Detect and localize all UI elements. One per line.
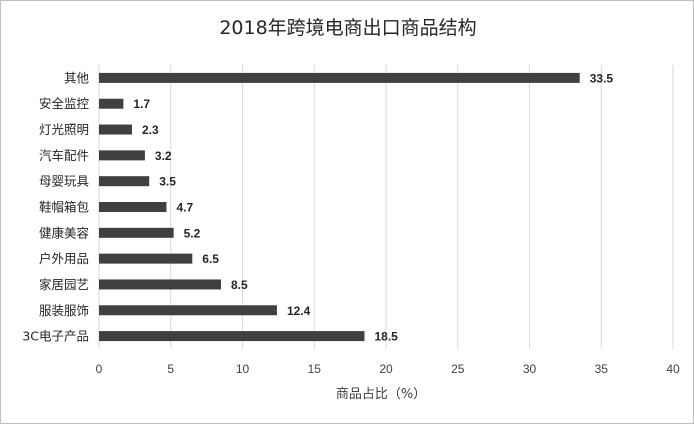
bar bbox=[99, 331, 365, 342]
x-tick-label: 10 bbox=[236, 362, 250, 376]
bar bbox=[99, 279, 221, 290]
category-label: 安全监控 bbox=[39, 96, 90, 111]
bars bbox=[99, 72, 580, 342]
bar bbox=[99, 253, 193, 264]
x-tick-label: 25 bbox=[451, 362, 465, 376]
x-tick-label: 40 bbox=[666, 362, 680, 376]
x-tick-label: 30 bbox=[523, 362, 537, 376]
data-label: 6.5 bbox=[202, 252, 219, 266]
bar bbox=[99, 305, 277, 316]
bar bbox=[99, 176, 150, 187]
category-label: 母婴玩具 bbox=[39, 174, 90, 189]
bar bbox=[99, 98, 124, 109]
data-label: 33.5 bbox=[590, 71, 614, 85]
x-tick-label: 0 bbox=[96, 362, 103, 376]
bar bbox=[99, 227, 174, 238]
x-tick-label: 20 bbox=[379, 362, 393, 376]
x-tick-label: 35 bbox=[595, 362, 609, 376]
x-tick-labels: 0 5 10 15 20 25 30 35 40 bbox=[96, 362, 680, 376]
category-label: 灯光照明 bbox=[39, 122, 89, 137]
data-label: 12.4 bbox=[287, 304, 311, 318]
data-label: 3.5 bbox=[159, 175, 176, 189]
data-label: 5.2 bbox=[184, 226, 201, 240]
value-labels: 33.5 1.7 2.3 3.2 3.54.7 5.26.5 8.5 12.4 18.5 bbox=[133, 71, 613, 343]
data-label: 3.2 bbox=[155, 149, 172, 163]
chart-title: 2018年跨境电商出口商品结构 bbox=[219, 17, 476, 39]
x-tick-label: 5 bbox=[167, 362, 174, 376]
bar bbox=[99, 150, 145, 161]
category-label: 3C电子产品 bbox=[22, 329, 89, 344]
data-label: 1.7 bbox=[133, 97, 150, 111]
x-axis-label: 商品占比（%） bbox=[336, 387, 426, 402]
category-label: 家居园艺 bbox=[39, 277, 89, 292]
x-tick-label: 15 bbox=[308, 362, 322, 376]
data-label: 4.7 bbox=[176, 201, 193, 215]
grid-lines bbox=[98, 65, 674, 349]
category-label: 其他 bbox=[64, 70, 90, 85]
bar bbox=[99, 124, 133, 135]
category-label: 健康美容 bbox=[39, 225, 89, 240]
data-label: 8.5 bbox=[231, 278, 248, 292]
category-label: 汽车配件 bbox=[39, 148, 89, 163]
bar bbox=[99, 202, 167, 212]
category-label: 户外用品 bbox=[39, 251, 89, 266]
data-label: 18.5 bbox=[374, 330, 398, 344]
category-label: 服装服饰 bbox=[39, 303, 89, 318]
data-label: 2.3 bbox=[142, 123, 159, 137]
category-label: 鞋帽箱包 bbox=[39, 200, 89, 215]
bar bbox=[99, 72, 580, 83]
